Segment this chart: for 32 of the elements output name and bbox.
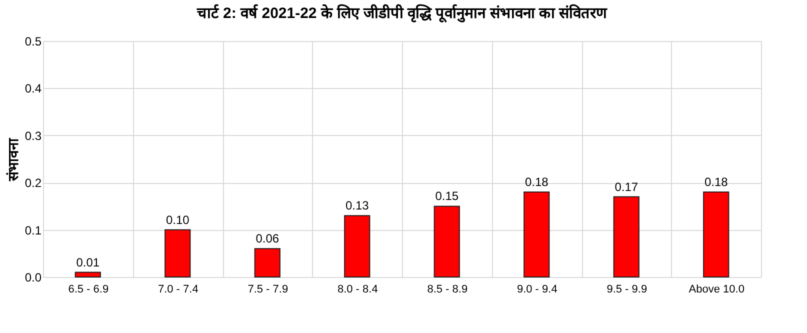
data-label: 0.10 bbox=[166, 212, 190, 227]
data-label: 0.18 bbox=[704, 175, 728, 190]
x-tick-label: 9.0 - 9.4 bbox=[516, 284, 558, 296]
data-label: 0.15 bbox=[435, 189, 459, 204]
y-tick-label: 0.4 bbox=[24, 82, 42, 96]
data-label: 0.01 bbox=[76, 255, 100, 270]
y-axis-title: संभावना bbox=[4, 137, 21, 182]
x-tick-label: 7.5 - 7.9 bbox=[248, 284, 288, 296]
x-tick-label: 6.5 - 6.9 bbox=[68, 284, 109, 296]
bar bbox=[613, 196, 640, 278]
y-tick-label: 0.2 bbox=[24, 176, 42, 190]
x-tick-label: Above 10.0 bbox=[688, 284, 744, 296]
y-tick-label: 0.5 bbox=[24, 34, 42, 48]
bar bbox=[434, 206, 460, 278]
bar bbox=[703, 192, 730, 278]
y-tick-label: 0.1 bbox=[24, 223, 42, 238]
bar bbox=[254, 248, 280, 278]
x-tick-label: 8.5 - 8.9 bbox=[427, 284, 468, 296]
data-label: 0.17 bbox=[614, 180, 638, 194]
chart-title: चार्ट 2: वर्ष 2021-22 के लिए जीडीपी वृद्धि पूर्वानुमान संभावना का संवितरण bbox=[196, 4, 608, 23]
y-tick-label: 0.0 bbox=[24, 270, 42, 284]
data-label: 0.13 bbox=[345, 198, 370, 213]
x-tick-label: 9.5 - 9.9 bbox=[606, 284, 648, 296]
x-tick-label: 8.0 - 8.4 bbox=[337, 284, 378, 296]
bar bbox=[524, 192, 550, 278]
y-tick-label: 0.3 bbox=[24, 128, 42, 143]
data-label: 0.18 bbox=[524, 175, 549, 190]
x-tick-label: 7.0 - 7.4 bbox=[158, 284, 198, 296]
bar bbox=[164, 229, 191, 278]
data-label: 0.06 bbox=[256, 232, 280, 246]
bar bbox=[344, 215, 370, 278]
bar bbox=[74, 272, 101, 278]
